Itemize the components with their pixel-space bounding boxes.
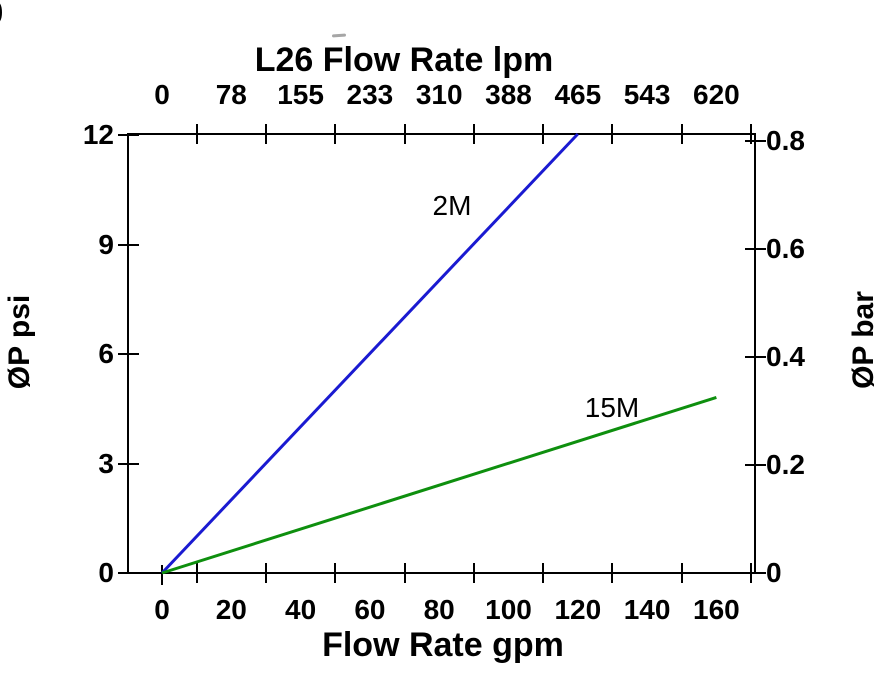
y-axis-right-tick bbox=[744, 140, 766, 142]
y-axis-left-tick-label: 6 bbox=[98, 338, 114, 369]
y-axis-right-tick bbox=[744, 572, 766, 574]
series-label-15m: 15M bbox=[584, 392, 640, 423]
x-axis-bottom-tick bbox=[264, 563, 267, 583]
y-axis-left-tick-label: 12 bbox=[82, 119, 114, 150]
clipped-text-fragment: 0 bbox=[0, 0, 3, 29]
x-axis-bottom-tick-label: 140 bbox=[623, 594, 671, 625]
x-axis-bottom-tick bbox=[680, 563, 683, 583]
y-axis-left-tick bbox=[117, 572, 139, 574]
x-axis-top-tick bbox=[403, 124, 406, 144]
x-axis-bottom-tick bbox=[472, 563, 475, 583]
y-axis-left-tick-label: 0 bbox=[98, 557, 114, 588]
x-axis-top-tick bbox=[195, 124, 198, 144]
x-axis-bottom-tick-label: 20 bbox=[215, 594, 247, 625]
x-axis-bottom-tick-label: 40 bbox=[285, 594, 317, 625]
series-label-2m: 2M bbox=[432, 190, 472, 221]
x-axis-origin-tick bbox=[161, 565, 163, 585]
x-axis-bottom-tick bbox=[403, 563, 406, 583]
x-axis-top-tick-label: 620 bbox=[693, 79, 740, 110]
x-axis-top-tick-label: 155 bbox=[277, 79, 324, 110]
y-axis-right-tick-label: 0.8 bbox=[766, 125, 805, 156]
x-axis-bottom-tick-label: 100 bbox=[485, 594, 532, 625]
y-axis-left-tick bbox=[117, 462, 139, 465]
x-axis-top-tick bbox=[611, 124, 614, 144]
x-axis-bottom-tick-label: 80 bbox=[423, 594, 455, 625]
y-axis-right-tick bbox=[744, 464, 766, 466]
x-axis-top-tick bbox=[264, 124, 267, 144]
y-axis-left-tick-label: 3 bbox=[98, 447, 114, 479]
y-axis-right-title: ØP bar bbox=[847, 291, 880, 389]
x-axis-top-tick-label: 388 bbox=[485, 79, 532, 110]
y-axis-left-tick bbox=[117, 243, 139, 246]
x-axis-top-tick bbox=[334, 124, 337, 144]
x-axis-top-tick bbox=[472, 124, 475, 144]
x-axis-bottom-tick-label: 60 bbox=[354, 594, 386, 625]
x-axis-top-tick bbox=[680, 124, 683, 144]
x-axis-bottom-tick bbox=[611, 563, 614, 583]
x-axis-top-tick-label: 543 bbox=[623, 79, 671, 110]
y-axis-right-tick-label: 0.2 bbox=[766, 449, 805, 480]
y-axis-left-tick-label: 9 bbox=[98, 228, 114, 260]
y-axis-left-title: ØP psi bbox=[3, 294, 36, 390]
x-axis-top-tick-label: 233 bbox=[346, 79, 394, 110]
smudge-artifact bbox=[331, 33, 347, 38]
x-axis-bottom-tick-label: 160 bbox=[693, 594, 740, 625]
x-axis-top-tick-label: 465 bbox=[554, 79, 602, 110]
x-axis-top-tick-label: 78 bbox=[215, 79, 247, 110]
x-axis-bottom-tick bbox=[334, 563, 337, 583]
x-axis-bottom-tick-label: 0 bbox=[154, 594, 170, 625]
y-axis-right-tick-label: 0.4 bbox=[766, 341, 805, 372]
y-axis-right-tick bbox=[744, 356, 766, 358]
x-axis-top-tick bbox=[542, 124, 545, 144]
y-axis-right-tick-label: 0 bbox=[766, 557, 782, 588]
x-axis-top-tick-label: 0 bbox=[154, 79, 170, 110]
x-axis-title: Flow Rate gpm bbox=[322, 626, 564, 664]
x-axis-top-tick bbox=[750, 124, 752, 144]
chart-title: L26 Flow Rate lpm bbox=[254, 41, 554, 79]
y-axis-right-tick-label: 0.6 bbox=[766, 233, 805, 264]
x-axis-bottom-tick bbox=[195, 563, 198, 583]
y-axis-right-tick bbox=[744, 248, 766, 250]
x-axis-bottom-tick-label: 120 bbox=[554, 594, 602, 625]
y-axis-left-tick bbox=[117, 134, 139, 136]
y-axis-left-tick bbox=[117, 353, 139, 355]
x-axis-bottom-tick bbox=[542, 563, 545, 583]
x-axis-top-tick-label: 310 bbox=[415, 79, 463, 110]
